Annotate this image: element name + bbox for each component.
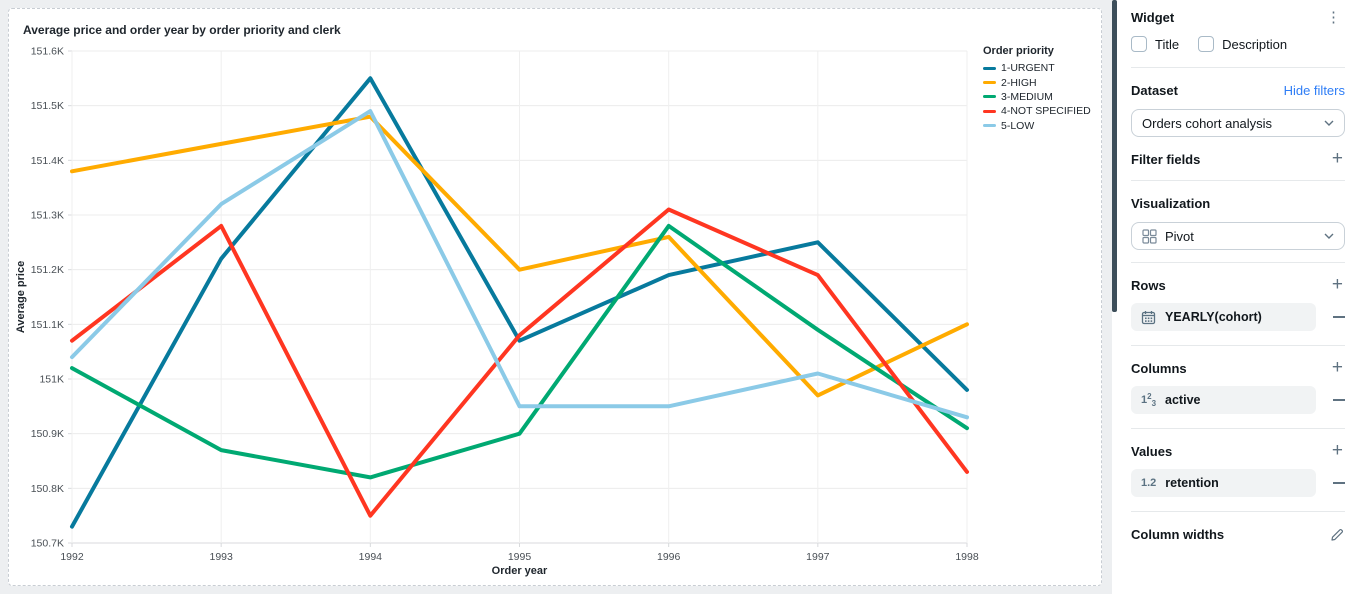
description-checkbox[interactable] [1198, 36, 1215, 52]
panel-title: Widget [1131, 9, 1175, 25]
add-filter-field-button[interactable]: + [1331, 148, 1343, 169]
dataset-label: Dataset [1131, 82, 1178, 98]
legend-item[interactable]: 4-NOT SPECIFIED [983, 104, 1101, 118]
svg-text:1993: 1993 [209, 551, 233, 563]
values-label: Values [1131, 443, 1173, 459]
line-chart: 150.7K 150.8K 150.9K 151K 151.1K 151.2K 151.3K… [15, 46, 979, 578]
divider [1131, 180, 1345, 181]
add-row-field-button[interactable]: + [1331, 274, 1343, 295]
divider [1131, 428, 1345, 429]
columns-label: Columns [1131, 360, 1187, 376]
series-line [70, 207, 969, 518]
svg-text:1997: 1997 [806, 551, 830, 563]
legend-item[interactable]: 5-LOW [983, 119, 1101, 133]
decimal-1-2-icon: 1.2 [1141, 477, 1157, 489]
add-column-field-button[interactable]: + [1331, 357, 1343, 378]
svg-text:151.2K: 151.2K [31, 264, 64, 276]
chevron-down-icon [1324, 120, 1334, 126]
rows-label: Rows [1131, 277, 1166, 293]
visualization-select[interactable]: Pivot [1131, 222, 1345, 250]
legend-item[interactable]: 1-URGENT [983, 61, 1101, 75]
title-checkbox-label: Title [1155, 36, 1180, 52]
kebab-menu-icon[interactable]: ⋮ [1326, 8, 1341, 26]
calendar-icon [1141, 310, 1156, 325]
title-checkbox[interactable] [1131, 36, 1147, 52]
panel-scrollbar [1112, 0, 1118, 594]
scrollbar-thumb[interactable] [1112, 0, 1117, 312]
add-value-field-button[interactable]: + [1331, 440, 1343, 461]
visualization-selected-value: Pivot [1165, 228, 1194, 244]
filter-fields-label: Filter fields [1131, 151, 1201, 167]
series-line [70, 76, 969, 529]
legend-label: 4-NOT SPECIFIED [1001, 105, 1091, 118]
rows-field-label: YEARLY(cohort) [1165, 310, 1262, 324]
svg-text:1996: 1996 [657, 551, 681, 563]
remove-rows-field-button[interactable] [1316, 316, 1345, 318]
svg-text:151.1K: 151.1K [31, 319, 64, 331]
svg-text:1992: 1992 [60, 551, 84, 563]
legend-label: 2-HIGH [1001, 76, 1037, 89]
svg-text:1998: 1998 [955, 551, 979, 563]
hide-filters-link[interactable]: Hide filters [1283, 82, 1345, 98]
divider [1131, 262, 1345, 263]
series-line [70, 114, 969, 398]
divider [1131, 345, 1345, 346]
remove-columns-field-button[interactable] [1316, 399, 1345, 401]
svg-text:151.3K: 151.3K [31, 210, 64, 222]
columns-field-pill[interactable]: 123 active [1131, 386, 1316, 414]
legend-swatch [983, 109, 996, 113]
chart-legend: Order priority 1-URGENT 2-HIGH 3-MEDIUM … [983, 45, 1101, 133]
svg-text:1995: 1995 [508, 551, 532, 563]
svg-text:1994: 1994 [359, 551, 383, 563]
remove-values-field-button[interactable] [1316, 482, 1345, 484]
svg-text:150.8K: 150.8K [31, 483, 64, 495]
svg-text:151K: 151K [39, 374, 64, 386]
divider [1131, 511, 1345, 512]
series-line [70, 223, 969, 480]
column-widths-label: Column widths [1131, 526, 1225, 542]
chevron-down-icon [1324, 233, 1334, 239]
svg-text:Average price: Average price [15, 261, 27, 333]
values-field-label: retention [1165, 476, 1219, 490]
columns-field-label: active [1165, 393, 1201, 407]
dataset-select[interactable]: Orders cohort analysis [1131, 109, 1345, 137]
chart-widget-card[interactable]: 150.7K 150.8K 150.9K 151K 151.1K 151.2K 151.3K… [8, 8, 1102, 586]
svg-text:151.6K: 151.6K [31, 46, 64, 58]
legend-label: 3-MEDIUM [1001, 90, 1053, 103]
number-123-icon: 123 [1141, 391, 1157, 408]
pencil-icon[interactable] [1330, 527, 1345, 542]
legend-swatch [983, 124, 996, 128]
widget-config-panel: Widget ⋮ Title Description Dataset Hide … [1118, 0, 1358, 594]
pivot-icon [1142, 228, 1157, 244]
svg-text:151.4K: 151.4K [31, 155, 64, 167]
values-field-pill[interactable]: 1.2 retention [1131, 469, 1316, 497]
divider [1131, 67, 1345, 68]
legend-swatch [983, 66, 996, 70]
legend-label: 5-LOW [1001, 119, 1035, 132]
legend-item[interactable]: 3-MEDIUM [983, 90, 1101, 104]
svg-text:Order year: Order year [492, 565, 548, 577]
legend-swatch [983, 95, 996, 99]
description-checkbox-label: Description [1222, 36, 1288, 52]
svg-text:150.9K: 150.9K [31, 428, 64, 440]
svg-text:150.7K: 150.7K [31, 538, 64, 550]
chart-title: Average price and order year by order pr… [23, 23, 341, 37]
legend-label: 1-URGENT [1001, 62, 1055, 75]
dataset-selected-value: Orders cohort analysis [1142, 115, 1273, 131]
rows-field-pill[interactable]: YEARLY(cohort) [1131, 303, 1316, 331]
legend-item[interactable]: 2-HIGH [983, 75, 1101, 89]
legend-title: Order priority [983, 45, 1054, 57]
svg-text:151.5K: 151.5K [31, 100, 64, 112]
visualization-label: Visualization [1131, 195, 1211, 211]
legend-swatch [983, 81, 996, 85]
series-line [70, 109, 969, 420]
